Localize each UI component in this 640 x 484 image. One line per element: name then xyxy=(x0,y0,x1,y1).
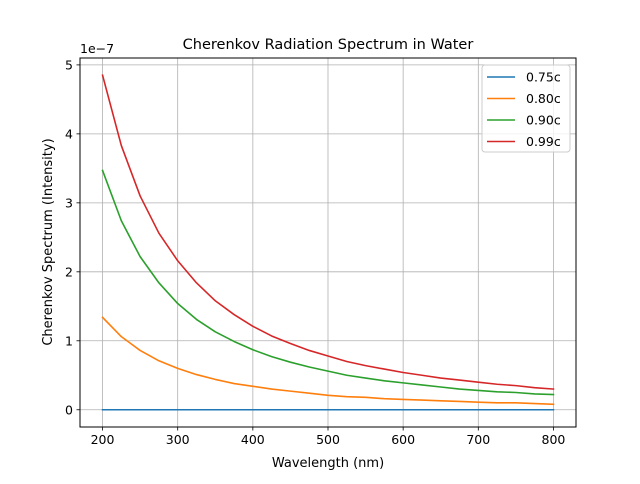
x-axis-label: Wavelength (nm) xyxy=(272,456,384,471)
y-tick-label: 0 xyxy=(65,402,73,417)
x-tick-label: 800 xyxy=(542,432,566,447)
legend-label: 0.90c xyxy=(526,113,561,128)
x-tick-label: 500 xyxy=(316,432,340,447)
legend-items: 0.75c 0.80c 0.90c 0.99c xyxy=(487,70,561,149)
chart-title: Cherenkov Radiation Spectrum in Water xyxy=(183,37,474,53)
y-axis-label: Cherenkov Spectrum (Intensity) xyxy=(41,138,56,345)
legend-label: 0.80c xyxy=(526,91,561,106)
x-tick-label: 200 xyxy=(91,432,115,447)
x-tick-label: 400 xyxy=(241,432,265,447)
x-tick-label: 300 xyxy=(166,432,190,447)
legend-box xyxy=(481,64,571,153)
series-line-0-90c xyxy=(101,169,555,396)
y-tick-label: 3 xyxy=(65,195,73,210)
tick-layer: 200 300 400 500 600 700 800 0 1 2 3 4 5 xyxy=(65,57,565,447)
legend-label: 0.75c xyxy=(526,70,561,85)
y-offset-label: 1e−7 xyxy=(80,41,114,56)
series-line-0-99c xyxy=(101,74,555,390)
series-line-0-80c xyxy=(101,316,555,406)
y-tick-label: 1 xyxy=(65,333,73,348)
series-layer xyxy=(101,74,555,411)
x-tick-label: 600 xyxy=(391,432,415,447)
x-tick-label: 700 xyxy=(466,432,490,447)
y-tick-label: 2 xyxy=(65,264,73,279)
y-tick-label: 4 xyxy=(65,126,73,141)
y-tick-label: 5 xyxy=(65,57,73,72)
legend: 0.75c 0.80c 0.90c 0.99c xyxy=(481,64,571,153)
legend-label: 0.99c xyxy=(526,134,561,149)
